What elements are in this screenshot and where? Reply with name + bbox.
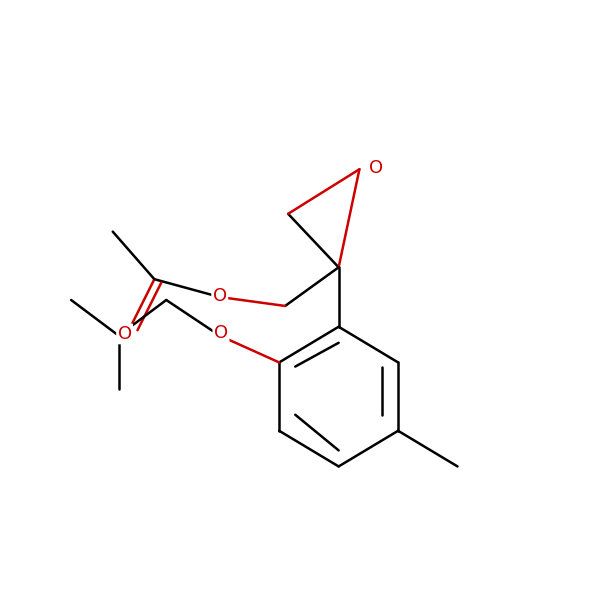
Text: O: O xyxy=(214,323,228,341)
Text: O: O xyxy=(212,287,227,305)
Text: O: O xyxy=(118,325,132,343)
Text: O: O xyxy=(369,159,383,177)
